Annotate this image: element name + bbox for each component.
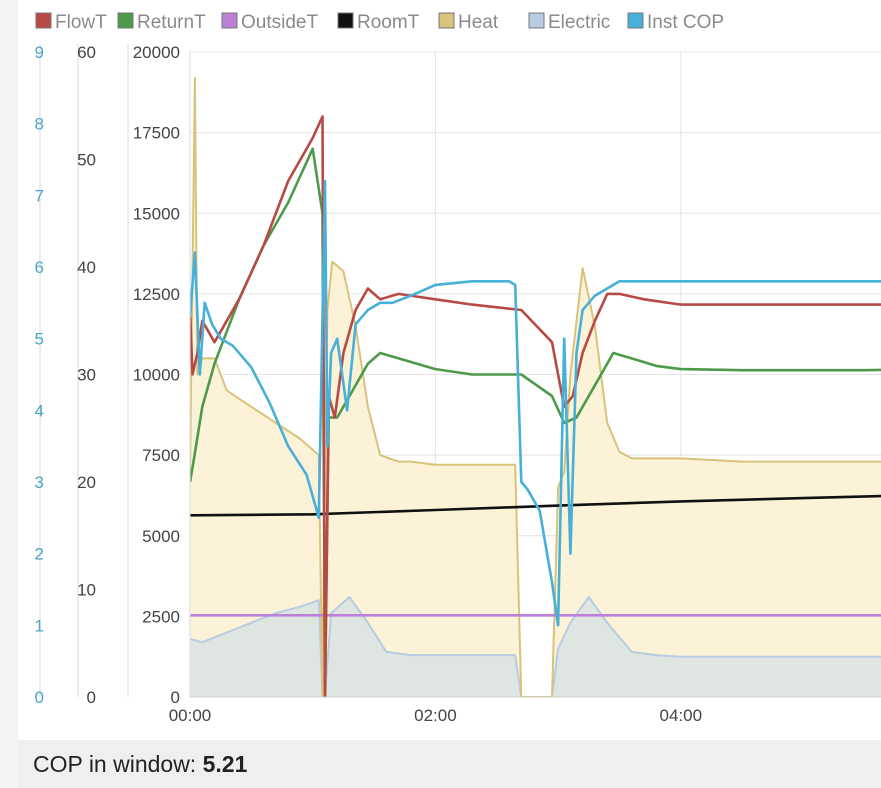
legend-item-flowt[interactable]: FlowT: [35, 12, 107, 33]
legend-item-returnt[interactable]: ReturnT: [117, 12, 206, 33]
temperature-tick-label: 30: [77, 366, 96, 385]
legend[interactable]: FlowT ReturnT OutsideT RoomT Heat Electric Ins…: [35, 12, 724, 33]
roomt-line: [190, 494, 881, 517]
cop-tick-label: 5: [35, 330, 44, 349]
flowt-line: [190, 115, 881, 697]
area-fills: [190, 77, 881, 697]
returnt-line: [190, 147, 881, 697]
cop-tick-label: 7: [35, 186, 44, 205]
legend-label: Inst COP: [647, 12, 724, 33]
cop-tick-label: 2: [35, 545, 44, 564]
legend-swatch: [221, 12, 238, 29]
power-tick-label: 10000: [133, 366, 180, 385]
cop-tick-label: 9: [35, 43, 44, 62]
legend-swatch: [438, 12, 455, 29]
cop-tick-label: 1: [35, 616, 44, 635]
legend-swatch: [337, 12, 354, 29]
cop-tick-label: 4: [35, 401, 44, 420]
power-tick-label: 15000: [133, 204, 180, 223]
legend-label: FlowT: [55, 12, 107, 33]
legend-item-inst-cop[interactable]: Inst COP: [627, 12, 724, 33]
axis-lines: [39, 44, 881, 698]
power-tick-label: 2500: [142, 607, 180, 626]
chart-svg: 0 1 2 3 4 5 6 7 8 9 0 10 20 30 40 50 60 0 2500 5000 7500 1000…: [35, 12, 881, 725]
x-tick-label: 02:00: [414, 706, 457, 725]
legend-swatch: [627, 12, 644, 29]
legend-label: Heat: [458, 12, 499, 33]
temperature-tick-label: 60: [77, 43, 96, 62]
power-tick-label: 0: [171, 688, 180, 707]
cop-tick-label: 3: [35, 473, 44, 492]
temperature-tick-label: 20: [77, 473, 96, 492]
footer-bar: COP in window: 5.21: [18, 740, 881, 788]
legend-item-electric[interactable]: Electric: [528, 12, 610, 33]
heat-area: [190, 77, 881, 697]
legend-label: ReturnT: [137, 12, 206, 33]
temperature-tick-label: 40: [77, 258, 96, 277]
left-margin-strip: [0, 0, 18, 788]
cop-label: COP in window:: [33, 750, 203, 777]
series-lines: [190, 76, 881, 697]
electric-line: [190, 596, 881, 697]
legend-swatch: [528, 12, 545, 29]
inst-cop-line: [190, 179, 881, 627]
cop-summary: COP in window: 5.21: [33, 751, 247, 778]
power-tick-label: 7500: [142, 446, 180, 465]
legend-swatch: [35, 12, 52, 29]
cop-tick-label: 0: [35, 688, 44, 707]
temperature-tick-label: 0: [87, 688, 96, 707]
x-tick-label: 04:00: [660, 706, 703, 725]
heat-line: [190, 76, 881, 697]
legend-item-roomt[interactable]: RoomT: [337, 12, 420, 33]
legend-label: OutsideT: [241, 12, 318, 33]
power-tick-label: 12500: [133, 285, 180, 304]
legend-label: RoomT: [357, 12, 420, 33]
legend-label: Electric: [548, 12, 610, 33]
cop-tick-label: 8: [35, 115, 44, 134]
electric-area: [190, 597, 881, 697]
cop-tick-label: 6: [35, 258, 44, 277]
power-tick-label: 20000: [133, 43, 180, 62]
tick-labels: 0 1 2 3 4 5 6 7 8 9 0 10 20 30 40 50 60 0 2500 5000 7500 1000…: [35, 43, 703, 725]
legend-item-heat[interactable]: Heat: [438, 12, 499, 33]
x-tick-label: 00:00: [169, 706, 212, 725]
power-tick-label: 5000: [142, 527, 180, 546]
legend-swatch: [117, 12, 134, 29]
legend-item-outsidet[interactable]: OutsideT: [221, 12, 318, 33]
cop-value: 5.21: [202, 750, 248, 777]
temperature-tick-label: 10: [77, 581, 96, 600]
power-tick-label: 17500: [133, 124, 180, 143]
chart-area: 0 1 2 3 4 5 6 7 8 9 0 10 20 30 40 50 60 0 2500 5000 7500 1000…: [18, 0, 881, 740]
temperature-tick-label: 50: [77, 151, 96, 170]
